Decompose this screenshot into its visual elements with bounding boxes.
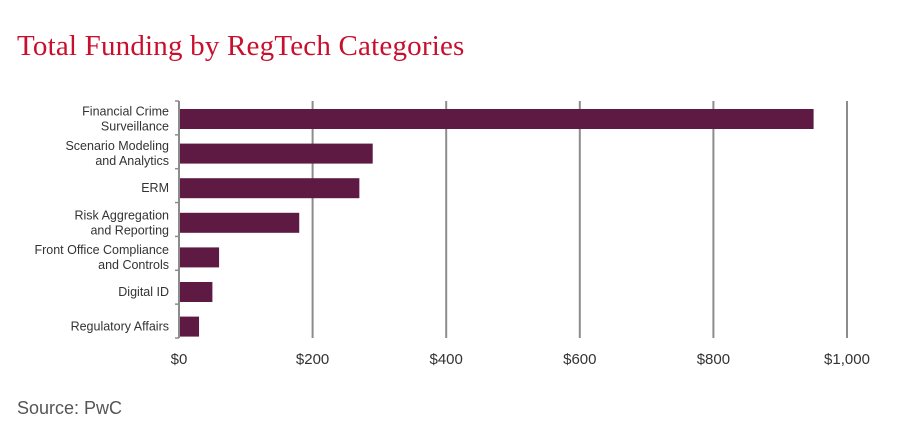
x-tick-label: $1,000 (824, 351, 870, 368)
bar (180, 143, 373, 164)
bar (180, 212, 300, 233)
x-tick-label: $0 (171, 351, 188, 368)
source-note: Source: PwC (17, 398, 123, 418)
x-tick-label: $400 (430, 351, 463, 368)
bar (180, 247, 220, 268)
category-label: ERM (141, 181, 169, 195)
category-label: Financial Crime (82, 105, 169, 119)
category-axis (175, 100, 180, 339)
category-label: Regulatory Affairs (71, 320, 169, 334)
category-label: Front Office Compliance (34, 243, 169, 257)
bar (180, 316, 200, 337)
category-label: Risk Aggregation (74, 208, 169, 222)
gridlines (311, 101, 848, 338)
category-label: Scenario Modeling (65, 139, 169, 153)
bars (180, 109, 814, 337)
x-tick-labels: $0 $200 $400 $600 $800 $1,000 (171, 351, 870, 368)
chart-title: Total Funding by RegTech Categories (17, 30, 465, 62)
category-label: and Reporting (90, 223, 169, 237)
x-tick-label: $200 (296, 351, 329, 368)
category-label: and Controls (98, 258, 169, 272)
category-label: Digital ID (118, 285, 169, 299)
category-label: Surveillance (101, 120, 169, 134)
bar (180, 282, 213, 302)
x-tick-label: $600 (563, 351, 596, 368)
bar (180, 178, 360, 199)
x-tick-label: $800 (697, 351, 730, 368)
category-label: and Analytics (95, 154, 169, 168)
bar (180, 109, 814, 129)
